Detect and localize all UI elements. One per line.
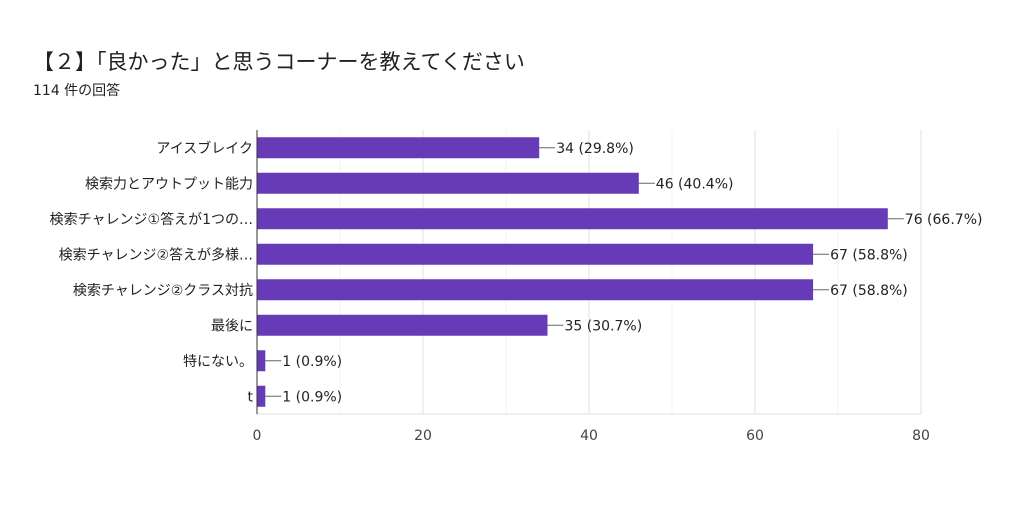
response-count: 114 件の回答 <box>33 83 121 99</box>
value-label: 1 (0.9%) <box>282 354 342 370</box>
bar <box>257 172 639 194</box>
value-label: 34 (29.8%) <box>556 141 634 157</box>
category-label: 検索チャレンジ②答えが多様… <box>59 246 253 263</box>
x-tick-label: 20 <box>414 428 432 444</box>
x-tick-label: 0 <box>253 428 262 444</box>
category-label: 最後に <box>211 318 253 334</box>
bar <box>257 279 814 301</box>
labels: アイスブレイク 34 (29.8%) 検索力とアウトプット能力 46 (40.4%) 検… <box>50 140 983 444</box>
value-label: 1 (0.9%) <box>282 389 342 405</box>
bars <box>257 137 888 407</box>
chart-title: 【２】「良かった」と思うコーナーを教えてください <box>33 50 525 74</box>
x-tick-label: 40 <box>580 428 598 444</box>
value-label: 67 (58.8%) <box>830 247 908 263</box>
category-label: 検索チャレンジ①答えが1つの… <box>50 211 253 228</box>
bar <box>257 385 266 407</box>
category-label: 検索力とアウトプット能力 <box>85 175 253 192</box>
x-tick-label: 60 <box>746 428 764 444</box>
value-label: 76 (66.7%) <box>905 212 983 228</box>
gridlines <box>257 130 922 415</box>
category-label: 検索チャレンジ②クラス対抗 <box>73 282 253 299</box>
bar <box>257 137 540 159</box>
category-label: t <box>248 389 254 405</box>
bar <box>257 350 266 372</box>
bar <box>257 208 888 230</box>
bar <box>257 243 814 265</box>
category-label: 特にない。 <box>183 354 253 370</box>
value-label: 46 (40.4%) <box>656 176 734 192</box>
category-label: アイスブレイク <box>156 140 253 157</box>
bar <box>257 314 548 336</box>
value-label: 35 (30.7%) <box>565 318 643 334</box>
x-tick-label: 80 <box>912 428 930 444</box>
value-label: 67 (58.8%) <box>830 283 908 299</box>
